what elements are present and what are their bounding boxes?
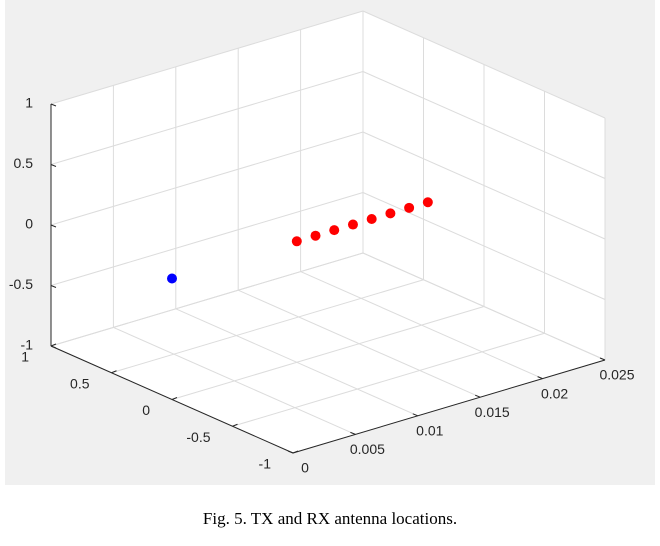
grid-line [232, 332, 545, 427]
data-point [404, 202, 415, 213]
data-point [366, 213, 377, 224]
x-tick-mark [599, 357, 606, 361]
grid-line [362, 10, 606, 119]
z-tick-mark [50, 103, 57, 107]
z-tick-mark [50, 345, 57, 349]
data-point [329, 225, 340, 236]
z-tick-mark [50, 164, 57, 167]
data-point [385, 208, 396, 219]
grid-line [50, 10, 364, 105]
x-tick-label: 0.005 [350, 441, 385, 457]
x-tick-mark [475, 394, 481, 398]
y-tick-label: -0.5 [186, 429, 210, 445]
data-points [167, 197, 433, 284]
x-tick-mark [537, 376, 543, 380]
y-tick-label: 0.5 [70, 375, 90, 391]
grid-line [50, 71, 364, 165]
grid-line [362, 252, 606, 361]
z-tick-label: -1 [21, 337, 34, 353]
tick-labels: 00.0050.010.0150.020.025-1-0.500.51-1-0.… [9, 95, 635, 476]
grid-line [50, 192, 364, 286]
x-tick-label: 0.01 [416, 423, 443, 439]
axes-background [51, 11, 605, 453]
x-tick-mark [287, 450, 294, 454]
data-point [167, 273, 177, 284]
data-point [422, 197, 433, 208]
figure-caption: Fig. 5. TX and RX antenna locations. [202, 509, 458, 528]
data-point [291, 236, 302, 247]
x-tick-label: 0.015 [475, 404, 510, 420]
data-point [347, 219, 358, 230]
scatter-3d-plot: 00.0050.010.0150.020.025-1-0.500.51-1-0.… [9, 10, 635, 476]
z-tick-label: 0.5 [14, 155, 34, 171]
y-tick-label: 1 [21, 349, 29, 365]
x-axis-line [292, 359, 606, 454]
y-tick-label: -1 [259, 456, 272, 472]
y-tick-mark [111, 370, 117, 374]
z-tick-mark [50, 224, 57, 228]
y-tick-mark [232, 423, 238, 427]
y-tick-mark [171, 397, 178, 400]
y-tick-label: 0 [142, 402, 150, 418]
grid-line [50, 252, 364, 347]
z-tick-mark [50, 285, 57, 288]
x-tick-label: 0.025 [599, 367, 634, 383]
x-tick-mark [350, 431, 356, 435]
x-tick-mark [412, 413, 418, 417]
grid-line [362, 192, 606, 300]
z-tick-label: 1 [25, 95, 33, 111]
x-tick-label: 0.02 [541, 385, 568, 401]
grid-line [111, 279, 424, 374]
z-tick-label: -0.5 [9, 276, 33, 292]
grid-line [171, 306, 485, 400]
y-tick-mark [292, 450, 299, 454]
grid-line [50, 131, 364, 226]
axis-lines [50, 103, 606, 454]
data-point [310, 230, 321, 241]
grid-line [362, 71, 606, 179]
y-tick-mark [50, 343, 57, 347]
grid-line [362, 131, 606, 240]
x-tick-label: 0 [301, 460, 309, 476]
z-tick-label: 0 [25, 216, 33, 232]
